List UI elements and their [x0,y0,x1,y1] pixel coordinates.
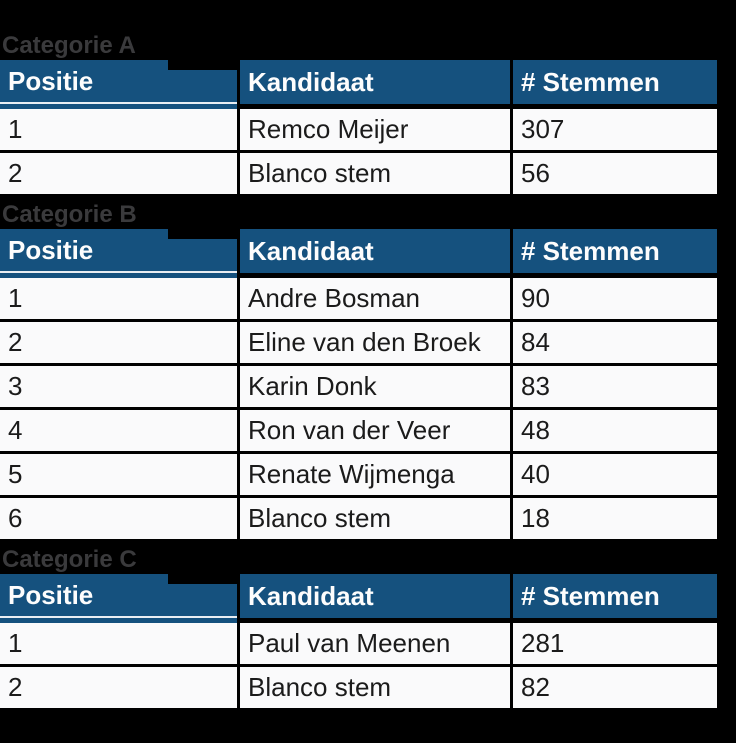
cell-positie: 2 [8,158,23,188]
table-row: 1 Remco Meijer 307 [0,109,717,153]
header-gap [237,104,510,109]
category-label: Categorie A [2,32,136,59]
header-blue-underline [0,104,237,109]
column-header-positie: Positie [0,574,237,618]
header-underline-strip [0,618,717,623]
header-gap [237,273,510,278]
cell-kandidaat: Renate Wijmenga [237,454,510,495]
cell-stemmen: 82 [510,667,717,708]
header-corner-notch [168,574,237,584]
header-underline-strip [0,104,717,109]
cell-kandidaat: Blanco stem [237,153,510,194]
cell-stemmen: 83 [510,366,717,407]
cell-positie: 1 [8,114,23,144]
table-row: 2 Eline van den Broek 84 [0,322,717,366]
column-header-stemmen: # Stemmen [510,60,717,104]
cell-kandidaat: Remco Meijer [237,109,510,150]
results-table: Positie Kandidaat # Stemmen 1 Remco Meij… [0,60,717,197]
cell-kandidaat: Paul van Meenen [237,623,510,664]
header-gap [510,273,717,278]
header-blue-underline [0,273,237,278]
cell-stemmen: 56 [510,153,717,194]
cell-stemmen: 48 [510,410,717,451]
column-header-stemmen: # Stemmen [510,574,717,618]
column-header-kandidaat: Kandidaat [237,60,510,104]
table-header-row: Positie Kandidaat # Stemmen [0,60,717,104]
cell-kandidaat: Blanco stem [237,498,510,539]
table-row: 2 Blanco stem 82 [0,667,717,711]
category-section: Categorie A Positie Kandidaat # Stemmen … [0,28,736,197]
header-corner-notch [168,60,237,70]
cell-positie: 2 [8,672,23,702]
cell-kandidaat: Ron van der Veer [237,410,510,451]
table-body: 1 Paul van Meenen 281 2 Blanco stem 82 [0,623,717,711]
results-table: Positie Kandidaat # Stemmen 1 Paul van M… [0,574,717,711]
column-header-positie: Positie [0,60,237,104]
cell-kandidaat: Andre Bosman [237,278,510,319]
table-row: 2 Blanco stem 56 [0,153,717,197]
table-body: 1 Andre Bosman 90 2 Eline van den Broek … [0,278,717,542]
column-header-kandidaat: Kandidaat [237,574,510,618]
header-corner-notch [168,229,237,239]
table-row: 3 Karin Donk 83 [0,366,717,410]
cell-stemmen: 307 [510,109,717,150]
header-gap [510,618,717,623]
sections-container: Categorie A Positie Kandidaat # Stemmen … [0,28,736,711]
cell-stemmen: 40 [510,454,717,495]
cell-kandidaat: Blanco stem [237,667,510,708]
table-header-row: Positie Kandidaat # Stemmen [0,574,717,618]
cell-positie: 1 [8,628,23,658]
header-underline-strip [0,273,717,278]
cell-stemmen: 84 [510,322,717,363]
table-row: 6 Blanco stem 18 [0,498,717,542]
cell-stemmen: 90 [510,278,717,319]
header-gap [510,104,717,109]
cell-positie: 6 [8,503,23,533]
cell-positie: 5 [8,459,23,489]
category-section: Categorie B Positie Kandidaat # Stemmen … [0,197,736,542]
table-body: 1 Remco Meijer 307 2 Blanco stem 56 [0,109,717,197]
cell-positie: 3 [8,371,23,401]
header-gap [237,618,510,623]
column-header-stemmen: # Stemmen [510,229,717,273]
cell-stemmen: 18 [510,498,717,539]
table-row: 1 Andre Bosman 90 [0,278,717,322]
results-table: Positie Kandidaat # Stemmen 1 Andre Bosm… [0,229,717,542]
cell-kandidaat: Karin Donk [237,366,510,407]
cell-positie: 4 [8,415,23,445]
cell-positie: 2 [8,327,23,357]
table-header-row: Positie Kandidaat # Stemmen [0,229,717,273]
category-label: Categorie B [2,201,137,228]
category-section: Categorie C Positie Kandidaat # Stemmen … [0,542,736,711]
table-row: 5 Renate Wijmenga 40 [0,454,717,498]
cell-kandidaat: Eline van den Broek [237,322,510,363]
category-label: Categorie C [2,546,137,573]
vote-results-page: Categorie A Positie Kandidaat # Stemmen … [0,28,736,711]
cell-stemmen: 281 [510,623,717,664]
cell-positie: 1 [8,283,23,313]
column-header-positie: Positie [0,229,237,273]
header-blue-underline [0,618,237,623]
table-row: 4 Ron van der Veer 48 [0,410,717,454]
table-row: 1 Paul van Meenen 281 [0,623,717,667]
column-header-kandidaat: Kandidaat [237,229,510,273]
